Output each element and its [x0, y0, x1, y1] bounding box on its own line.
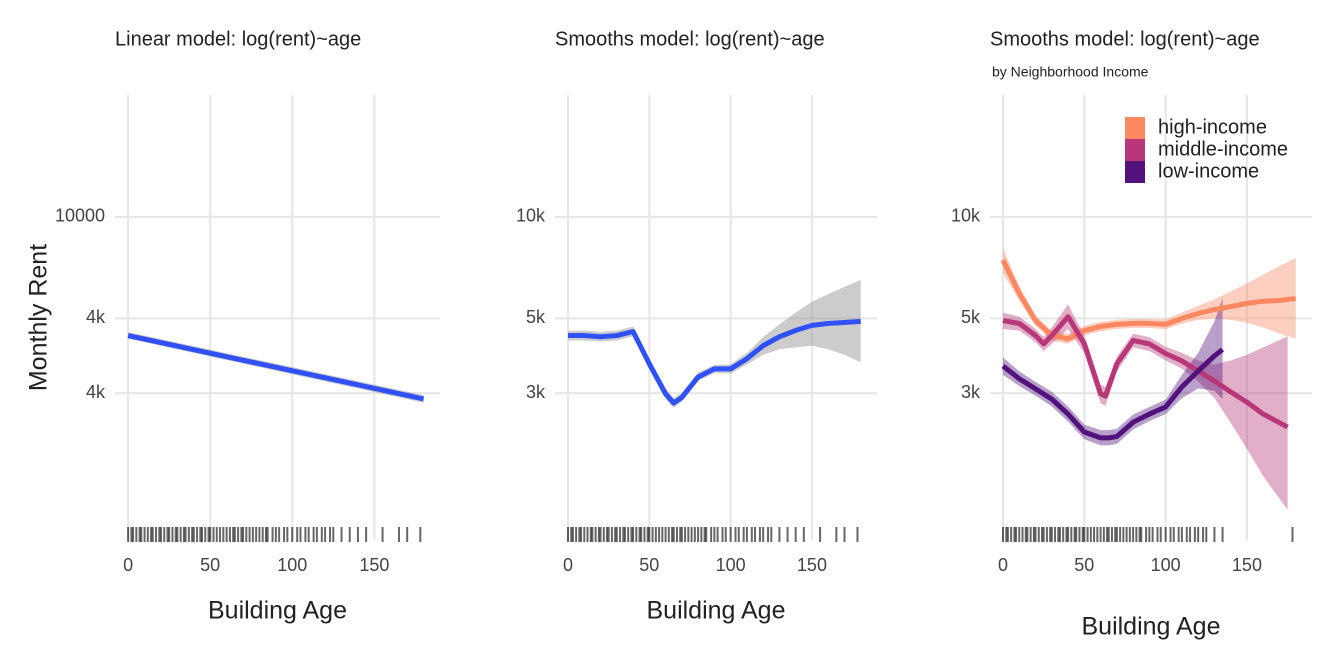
trend-line [568, 318, 861, 406]
panel-subtitle: by Neighborhood Income [992, 64, 1149, 80]
x-tick-label: 0 [998, 555, 1008, 575]
legend-swatch [1125, 139, 1145, 161]
x-tick-label: 0 [123, 555, 133, 575]
y-tick-label: 10k [516, 206, 546, 226]
confidence-band [1003, 298, 1223, 446]
legend-swatch [1125, 161, 1145, 183]
confidence-band [568, 279, 861, 409]
y-tick-label: 4k [86, 382, 106, 402]
y-tick-label: 10000 [55, 206, 105, 226]
x-axis-label: Building Age [646, 597, 785, 625]
trend-line [1002, 314, 1289, 430]
x-tick-label: 50 [1074, 555, 1094, 575]
x-tick-label: 50 [200, 555, 220, 575]
panel: 10k 5k 3k 0 50 100 150 Smooths model: log(rent)… [951, 28, 1312, 641]
trend-line [127, 333, 425, 402]
legend-swatch [1125, 117, 1145, 139]
x-axis-label: Building Age [208, 597, 347, 625]
y-axis-label: Monthly Rent [25, 244, 53, 391]
x-tick-label: 150 [1232, 555, 1262, 575]
x-tick-label: 100 [716, 555, 746, 575]
panel: 10000 4k 4k 0 50 100 150 Linear model: log(rent… [25, 28, 440, 625]
panel-title: Linear model: log(rent)~age [115, 28, 361, 50]
y-tick-label: 5k [526, 307, 546, 327]
y-tick-label: 3k [961, 382, 981, 402]
y-tick-label: 5k [961, 307, 981, 327]
legend-label: high-income [1158, 116, 1267, 138]
x-tick-label: 100 [1151, 555, 1181, 575]
x-tick-label: 100 [277, 555, 307, 575]
x-tick-label: 150 [359, 555, 389, 575]
confidence-band [1003, 304, 1288, 511]
panel: 10k 5k 3k 0 50 100 150 Smooths model: log(rent)… [516, 28, 877, 625]
trend-line [1001, 347, 1225, 441]
x-tick-label: 50 [639, 555, 659, 575]
x-tick-label: 150 [797, 555, 827, 575]
legend-label: middle-income [1158, 138, 1288, 160]
panel-title: Smooths model: log(rent)~age [990, 28, 1260, 50]
panel-title: Smooths model: log(rent)~age [555, 28, 825, 50]
y-tick-label: 3k [526, 382, 546, 402]
y-tick-label: 10k [951, 206, 981, 226]
legend-label: low-income [1158, 160, 1259, 182]
y-tick-label: 4k [86, 307, 106, 327]
x-tick-label: 0 [563, 555, 573, 575]
x-axis-label: Building Age [1081, 613, 1220, 641]
